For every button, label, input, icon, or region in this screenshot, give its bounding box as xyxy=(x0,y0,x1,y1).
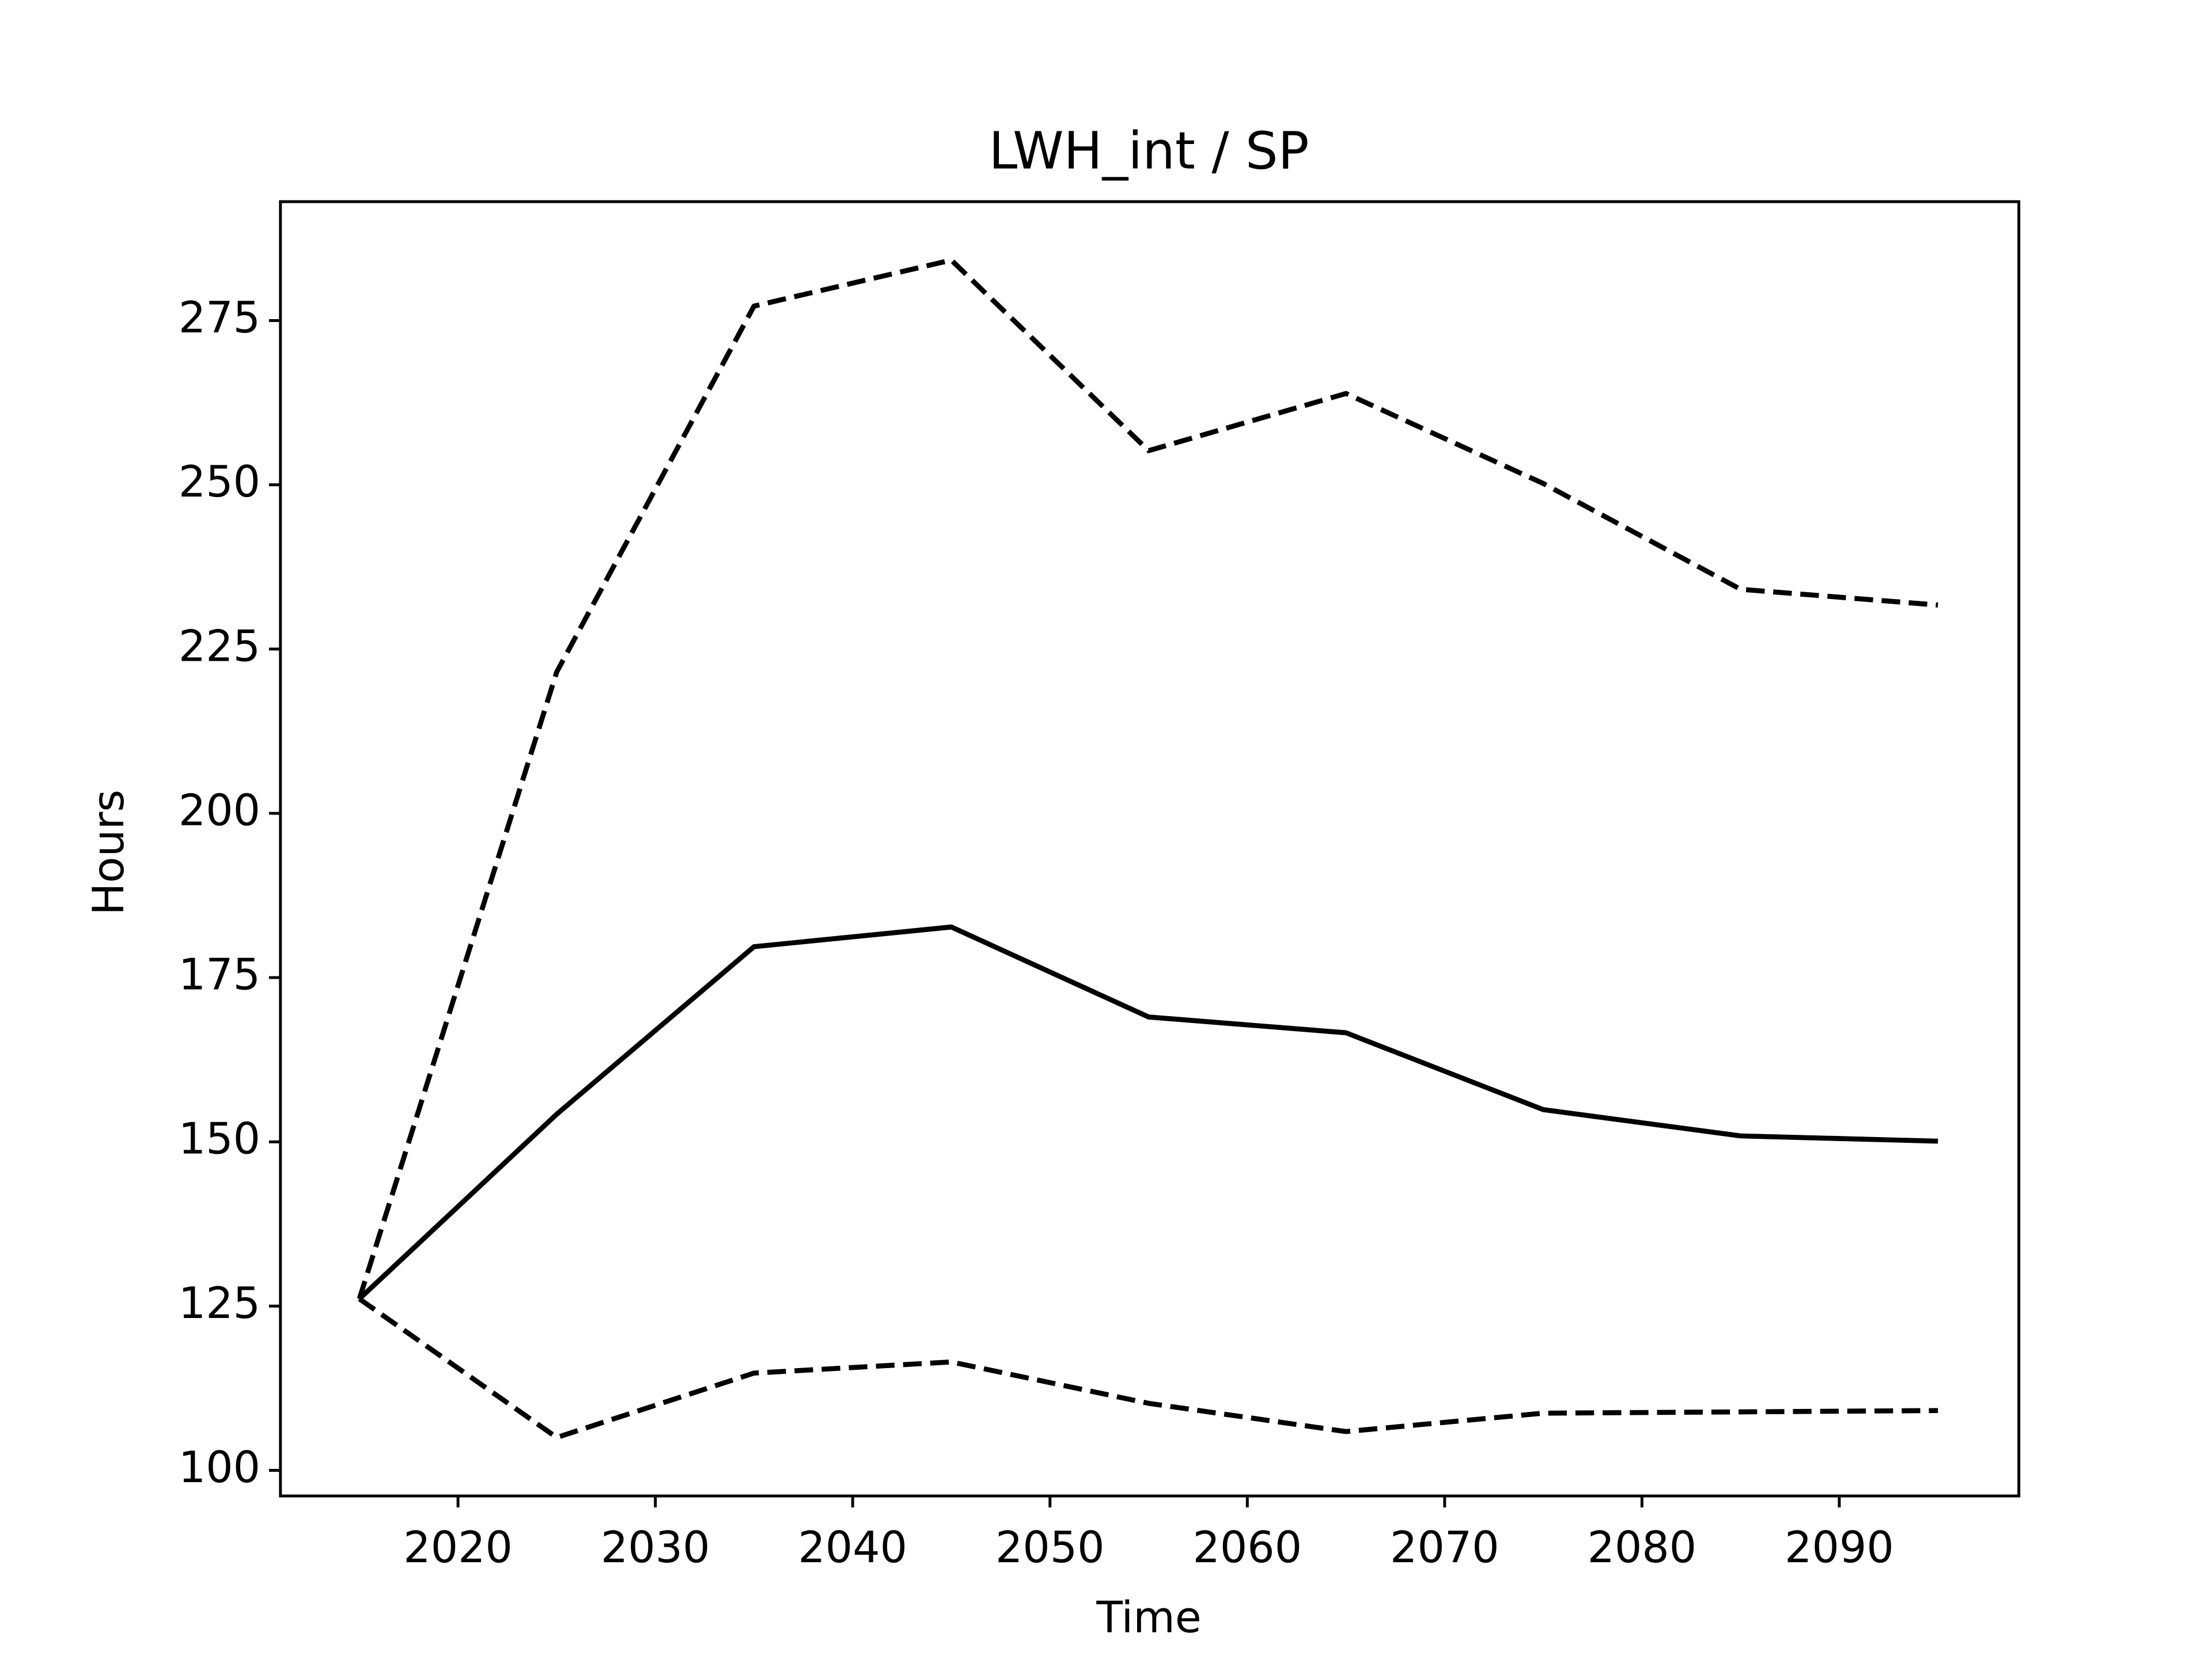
y-tick-label: 100 xyxy=(179,1442,260,1493)
y-tick-label: 175 xyxy=(179,950,260,1000)
y-axis-label: Hours xyxy=(84,790,134,915)
x-tick-label: 2090 xyxy=(1785,1522,1894,1573)
x-tick-label: 2080 xyxy=(1588,1522,1697,1573)
y-tick-label: 250 xyxy=(179,457,260,507)
x-tick-label: 2030 xyxy=(601,1522,710,1573)
x-tick-label: 2040 xyxy=(798,1522,907,1573)
x-tick-label: 2020 xyxy=(403,1522,513,1573)
line-series xyxy=(357,924,1938,1301)
x-tick-label: 2060 xyxy=(1193,1522,1302,1573)
x-tick-label: 2070 xyxy=(1390,1522,1499,1573)
chart-title: LWH_int / SP xyxy=(988,122,1309,181)
line-series xyxy=(357,257,1938,1300)
y-tick-label: 275 xyxy=(179,293,260,343)
plot-frame xyxy=(279,200,2021,1498)
y-tick-label: 200 xyxy=(179,785,260,835)
x-axis-label: Time xyxy=(1096,1592,1201,1642)
y-tick-label: 225 xyxy=(179,621,260,671)
line-series xyxy=(358,1297,1938,1440)
y-tick-label: 150 xyxy=(179,1114,260,1164)
x-tick-label: 2050 xyxy=(995,1522,1105,1573)
y-tick-label: 125 xyxy=(179,1278,260,1328)
